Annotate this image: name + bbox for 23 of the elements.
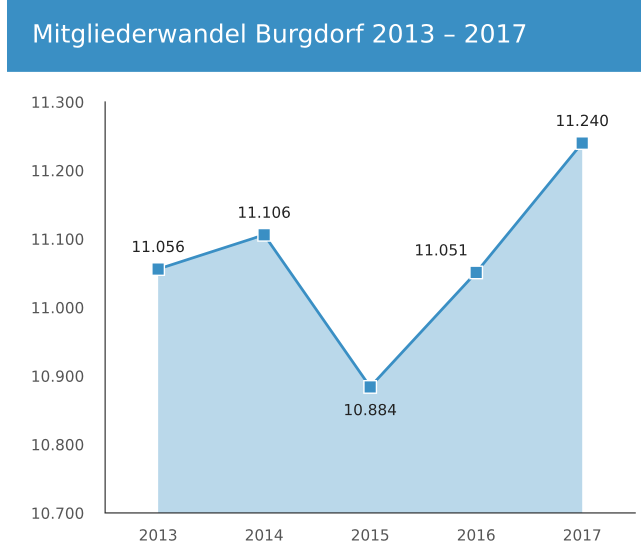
y-tick-label: 10.700	[32, 507, 84, 519]
x-tick-label: 2013	[140, 529, 176, 541]
y-tick-label: 11.000	[32, 302, 84, 314]
y-tick-label: 11.300	[32, 96, 84, 108]
y-tick-label: 11.100	[32, 233, 84, 245]
y-tick-label: 10.800	[32, 438, 84, 450]
point	[469, 266, 484, 280]
chart-title: Mitgliederwandel Burgdorf 2013 – 2017	[34, 24, 526, 48]
x-tick-label: 2014	[246, 529, 283, 541]
x-tick-label: 2016	[458, 529, 495, 541]
text: 11.056	[133, 240, 184, 252]
text: 11.240	[557, 114, 608, 126]
x-tick-label: 2017	[564, 529, 600, 541]
text: 11.106	[239, 206, 290, 218]
point	[151, 262, 166, 276]
point	[363, 380, 378, 394]
x-tick-label: 2015	[352, 529, 388, 541]
y-tick-label: 10.900	[32, 370, 84, 382]
y-tick-label: 11.200	[32, 164, 84, 176]
text: 10.884	[345, 404, 396, 416]
point	[575, 136, 590, 150]
text: 11.051	[416, 244, 466, 256]
point	[257, 228, 272, 242]
